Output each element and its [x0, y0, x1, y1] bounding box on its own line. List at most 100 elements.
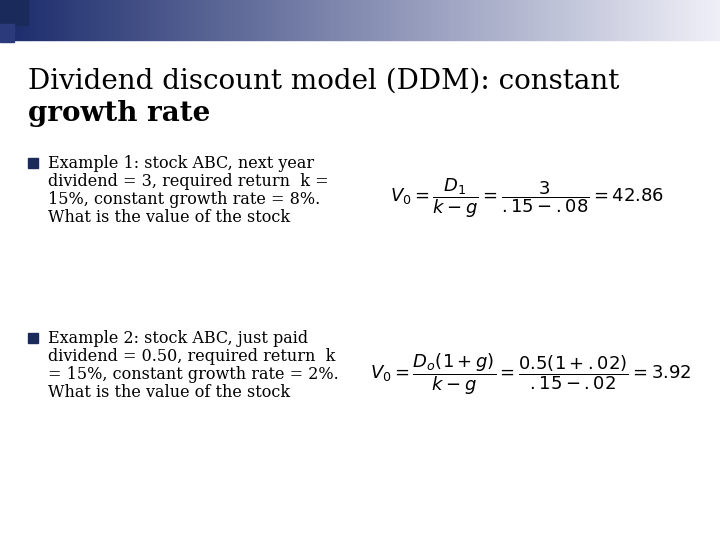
Bar — [569, 0, 571, 40]
Bar — [209, 0, 211, 40]
Text: Example 2: stock ABC, just paid: Example 2: stock ABC, just paid — [48, 330, 308, 347]
Bar — [63, 0, 65, 40]
Bar — [86, 0, 89, 40]
Bar — [701, 0, 703, 40]
Bar — [130, 0, 132, 40]
Bar — [353, 0, 355, 40]
Bar — [185, 0, 187, 40]
Bar — [490, 0, 492, 40]
Text: What is the value of the stock: What is the value of the stock — [48, 384, 290, 401]
Bar — [439, 0, 441, 40]
Bar — [432, 0, 434, 40]
Bar — [670, 0, 672, 40]
Bar — [523, 0, 526, 40]
Bar — [427, 0, 430, 40]
Bar — [168, 0, 171, 40]
Bar — [295, 0, 297, 40]
Bar — [117, 0, 120, 40]
Bar — [574, 0, 576, 40]
Bar — [149, 0, 151, 40]
Bar — [132, 0, 135, 40]
Bar — [106, 0, 108, 40]
Bar — [610, 0, 612, 40]
Bar — [351, 0, 353, 40]
Bar — [207, 0, 209, 40]
Bar — [665, 0, 667, 40]
Bar — [115, 0, 117, 40]
Bar — [230, 0, 233, 40]
Bar — [391, 0, 394, 40]
Bar — [689, 0, 691, 40]
Bar — [509, 0, 511, 40]
Bar — [473, 0, 475, 40]
Bar — [214, 0, 216, 40]
Bar — [38, 0, 41, 40]
Bar — [420, 0, 423, 40]
Bar — [161, 0, 163, 40]
Bar — [276, 0, 279, 40]
Bar — [492, 0, 495, 40]
Bar — [89, 0, 91, 40]
Bar — [437, 0, 439, 40]
Bar — [55, 0, 58, 40]
Bar — [487, 0, 490, 40]
Bar — [223, 0, 225, 40]
Bar — [711, 0, 713, 40]
Bar — [365, 0, 367, 40]
Bar — [588, 0, 590, 40]
Bar — [446, 0, 449, 40]
Bar — [146, 0, 149, 40]
Bar — [384, 0, 387, 40]
Bar — [41, 0, 43, 40]
Bar — [521, 0, 523, 40]
Bar — [549, 0, 552, 40]
Bar — [466, 0, 468, 40]
Bar — [317, 0, 319, 40]
Bar — [247, 0, 250, 40]
Bar — [624, 0, 626, 40]
Bar — [22, 0, 24, 40]
Bar — [343, 0, 346, 40]
Bar — [557, 0, 559, 40]
Bar — [192, 0, 194, 40]
Bar — [535, 0, 538, 40]
Bar — [153, 0, 156, 40]
Bar — [137, 0, 139, 40]
Bar — [99, 0, 101, 40]
Bar — [626, 0, 629, 40]
Bar — [559, 0, 562, 40]
Bar — [684, 0, 686, 40]
Bar — [718, 0, 720, 40]
Bar — [675, 0, 677, 40]
Bar — [12, 0, 14, 40]
Bar — [142, 0, 144, 40]
Bar — [70, 0, 72, 40]
Bar — [204, 0, 207, 40]
Bar — [398, 0, 401, 40]
Bar — [434, 0, 437, 40]
Bar — [358, 0, 360, 40]
Bar — [182, 0, 185, 40]
Bar — [502, 0, 504, 40]
Bar — [122, 0, 125, 40]
Bar — [79, 0, 81, 40]
Bar — [261, 0, 264, 40]
Bar — [713, 0, 715, 40]
Bar — [706, 0, 708, 40]
Bar — [0, 0, 2, 40]
Bar — [96, 0, 99, 40]
Bar — [408, 0, 410, 40]
Bar — [454, 0, 456, 40]
Bar — [269, 0, 271, 40]
Bar — [77, 0, 79, 40]
Bar — [271, 0, 274, 40]
Bar — [595, 0, 598, 40]
Bar — [17, 0, 19, 40]
Bar — [331, 0, 333, 40]
Bar — [444, 0, 446, 40]
Bar — [28, 333, 38, 343]
Bar — [175, 0, 178, 40]
Bar — [403, 0, 405, 40]
Bar — [463, 0, 466, 40]
Bar — [24, 0, 27, 40]
